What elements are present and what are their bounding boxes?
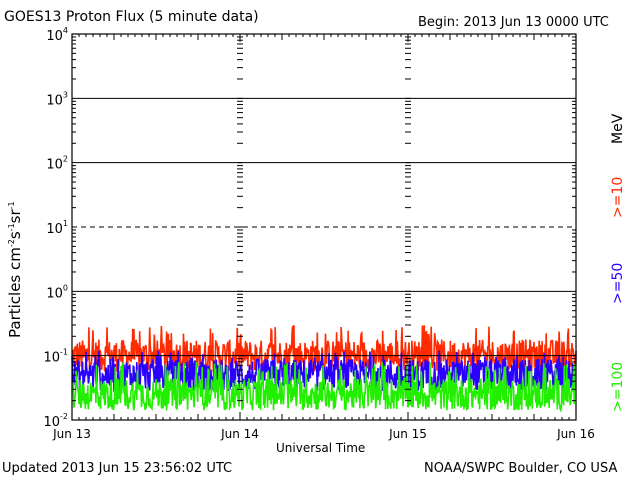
series-line-2 [71, 361, 577, 413]
data-source: NOAA/SWPC Boulder, CO USA [424, 461, 618, 476]
y-tick-base: 10 [43, 415, 60, 430]
x-tick-label: Jun 16 [556, 427, 595, 441]
y-tick-label: 10-2 [43, 412, 68, 430]
y-tick-label: 102 [46, 155, 68, 173]
y-tick-exponent: 4 [63, 26, 68, 35]
y-tick-base: 10 [43, 351, 60, 366]
y-tick-base: 10 [46, 286, 63, 301]
chart-title: GOES13 Proton Flux (5 minute data) [4, 9, 259, 25]
y-tick-exponent: 0 [63, 283, 68, 292]
y-tick-exponent: 1 [63, 219, 68, 228]
y-tick-exponent: -1 [60, 348, 68, 357]
x-tick-label: Jun 15 [388, 427, 427, 441]
y-tick-base: 10 [46, 93, 63, 108]
y-tick-label: 101 [46, 219, 68, 237]
updated-timestamp: Updated 2013 Jun 15 23:56:02 UTC [2, 461, 233, 476]
x-tick-label: Jun 13 [52, 427, 91, 441]
y-tick-exponent: 2 [63, 155, 68, 164]
y-axis-label: Particles cm-2s-1sr-1 [6, 201, 24, 338]
begin-date: Begin: 2013 Jun 13 0000 UTC [418, 15, 609, 30]
y-tick-base: 10 [46, 29, 63, 44]
y-tick-label: 103 [46, 90, 68, 108]
y-tick-label: 10-1 [43, 348, 68, 366]
y-tick-base: 10 [46, 158, 63, 173]
x-tick-label: Jun 14 [220, 427, 259, 441]
y-tick-label: 100 [46, 283, 68, 301]
x-axis-label: Universal Time [276, 441, 366, 455]
y-tick-base: 10 [46, 222, 63, 237]
y-tick-exponent: 3 [63, 90, 68, 99]
legend-ge100: >=100 [610, 361, 626, 412]
legend-ge10: >=10 [610, 176, 626, 218]
unit-label: MeV [610, 113, 626, 144]
y-tick-exponent: -2 [60, 412, 68, 421]
legend-ge50: >=50 [610, 262, 626, 304]
plot-frame [71, 33, 577, 421]
y-tick-label: 104 [46, 26, 68, 44]
